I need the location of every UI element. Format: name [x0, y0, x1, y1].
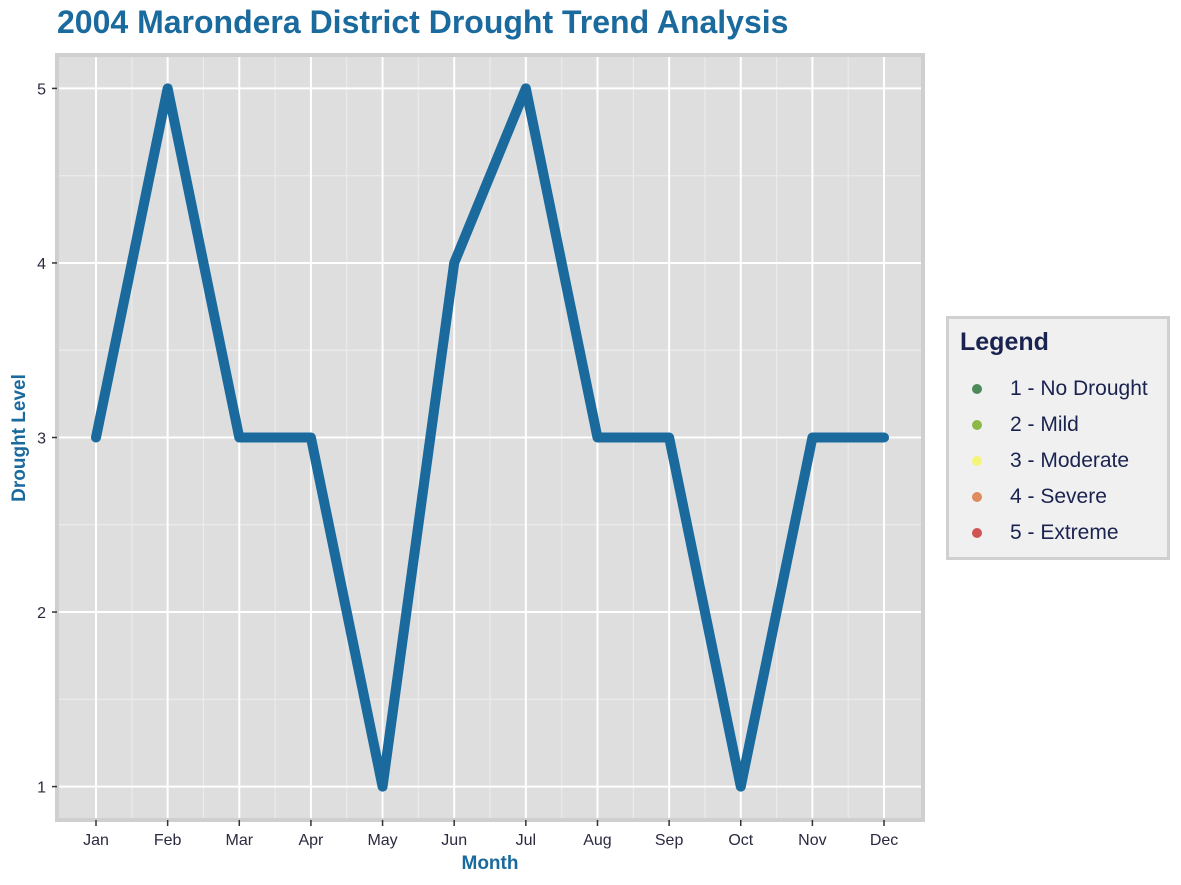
legend-label: 5 - Extreme: [1010, 521, 1119, 544]
y-tick-label: 4: [37, 256, 46, 273]
legend-item-severe: 4 - Severe: [973, 485, 1107, 509]
legend-key-moderate: [973, 457, 981, 465]
legend-label: 3 - Moderate: [1010, 449, 1130, 472]
legend: Legend 1 - No Drought 2 - Mild 3 - Moder…: [946, 316, 1170, 560]
x-axis-ticks: Jan Feb Mar Apr May Jun Jul Aug Sep Oct Nov Dec: [83, 820, 898, 849]
x-tick-label: Jan: [83, 832, 109, 849]
legend-key-no-drought: [973, 385, 981, 393]
legend-item-no-drought: 1 - No Drought: [973, 377, 1148, 401]
y-axis-title: Drought Level: [9, 374, 30, 502]
legend-title: Legend: [960, 328, 1049, 356]
drought-level-line: [91, 83, 890, 792]
y-tick-label: 1: [37, 780, 46, 797]
x-tick-label: Nov: [798, 832, 826, 849]
x-tick-label: Aug: [583, 832, 611, 849]
x-tick-label: Jun: [441, 832, 467, 849]
legend-label: 4 - Severe: [1010, 485, 1107, 508]
x-axis-title: Month: [462, 853, 519, 874]
series-line-layer: [91, 83, 890, 792]
legend-label: 1 - No Drought: [1010, 377, 1148, 400]
legend-key-severe: [973, 493, 981, 501]
chart-title: 2004 Marondera District Drought Trend An…: [57, 4, 789, 40]
x-tick-label: Sep: [655, 832, 684, 849]
legend-item-moderate: 3 - Moderate: [973, 449, 1129, 473]
x-tick-label: Feb: [154, 832, 182, 849]
legend-key-mild: [973, 421, 981, 429]
x-tick-label: May: [367, 832, 397, 849]
x-tick-label: Apr: [298, 832, 324, 849]
x-tick-label: Mar: [225, 832, 253, 849]
x-tick-label: Oct: [728, 832, 753, 849]
legend-key-extreme: [973, 529, 981, 537]
y-tick-label: 5: [37, 81, 46, 98]
legend-item-mild: 2 - Mild: [973, 413, 1079, 437]
x-tick-label: Jul: [516, 832, 536, 849]
y-tick-label: 3: [37, 431, 46, 448]
legend-item-extreme: 5 - Extreme: [973, 521, 1119, 545]
y-axis-ticks: 1 2 3 4 5: [37, 81, 57, 797]
x-tick-label: Dec: [870, 832, 898, 849]
y-tick-label: 2: [37, 605, 46, 622]
legend-label: 2 - Mild: [1010, 413, 1079, 436]
